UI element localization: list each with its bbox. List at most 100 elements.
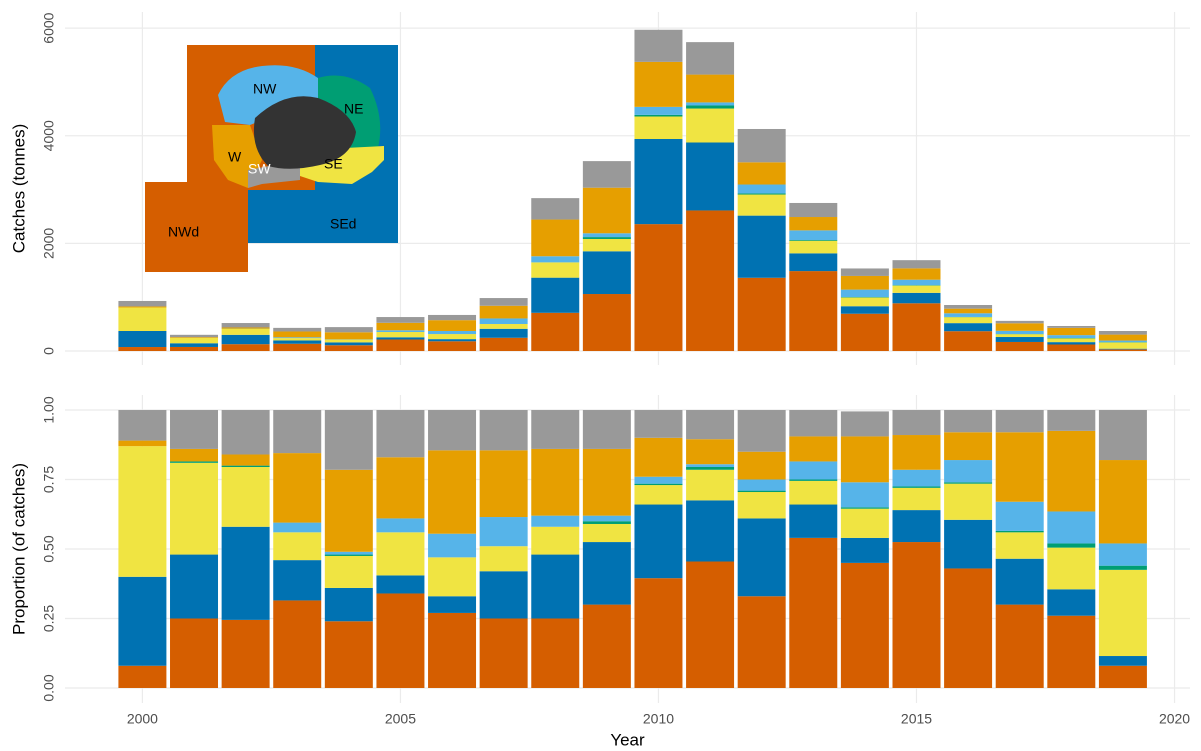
bar-segment: [944, 331, 993, 352]
bar-segment: [737, 479, 786, 491]
region-label: SEd: [330, 216, 356, 232]
bar-segment: [221, 526, 270, 620]
bar-segment: [995, 530, 1044, 533]
bar-segment: [840, 275, 889, 290]
bar-segment: [273, 338, 322, 341]
bar-segment: [428, 339, 477, 342]
bar-segment: [582, 523, 631, 543]
bar-segment: [789, 436, 838, 462]
bar-segment: [892, 410, 941, 436]
bar-segment: [428, 330, 477, 335]
y-tick-label: 4000: [41, 120, 57, 151]
bar-segment: [170, 337, 219, 344]
bar-segment: [789, 217, 838, 231]
bar-segment: [531, 198, 580, 220]
bar-segment: [840, 562, 889, 688]
bar-segment: [170, 337, 219, 338]
region-label: NE: [344, 101, 363, 117]
bar-segment: [324, 621, 373, 688]
bar-segment: [324, 345, 373, 352]
bar-segment: [892, 487, 941, 511]
bar-segment: [686, 469, 735, 501]
bar-segment: [479, 337, 528, 352]
y-tick-label: 0.75: [41, 466, 57, 493]
bar-segment: [118, 307, 167, 331]
bar-segment: [840, 436, 889, 483]
bar-segment: [376, 457, 425, 519]
bar-segment: [995, 330, 1044, 335]
bar-segment: [737, 162, 786, 185]
bar-segment: [221, 454, 270, 466]
bar-segment: [273, 453, 322, 523]
bar-segment: [531, 515, 580, 527]
bar-segment: [531, 526, 580, 555]
bar-segment: [376, 518, 425, 533]
bar-segment: [944, 432, 993, 461]
bar-segment: [170, 410, 219, 449]
bar-segment: [582, 238, 631, 252]
bar-segment: [944, 482, 993, 484]
bar-segment: [737, 277, 786, 352]
bar-segment: [118, 446, 167, 577]
bar-segment: [479, 450, 528, 518]
bar-segment: [221, 619, 270, 688]
bar-segment: [944, 483, 993, 520]
bar-segment: [1098, 342, 1147, 349]
bar-segment: [686, 210, 735, 352]
bar-segment: [789, 504, 838, 538]
bar-segment: [1047, 327, 1096, 336]
bar-segment: [273, 522, 322, 533]
y-tick-label: 0: [41, 347, 57, 355]
bar-segment: [840, 289, 889, 298]
bar-segment: [1047, 589, 1096, 616]
bar-segment: [892, 469, 941, 487]
plots: 0 2000 4000 6000 Catches (tonnes) 0.00 0.25 0.5…: [9, 12, 1190, 749]
bar-segment: [118, 330, 167, 348]
bar-segment: [479, 305, 528, 319]
bar-segment: [737, 490, 786, 493]
y-tick-label: 6000: [41, 12, 57, 43]
bar-segment: [840, 411, 889, 437]
bar-segment: [428, 557, 477, 597]
bar-segment: [324, 554, 373, 556]
region-label: NWd: [168, 224, 199, 240]
bar-segment: [1098, 569, 1147, 657]
bar-segment: [273, 532, 322, 561]
region-label: W: [228, 149, 242, 165]
bar-segment: [634, 138, 683, 225]
bar-segment: [789, 253, 838, 272]
bar-segment: [376, 339, 425, 352]
bar-segment: [789, 479, 838, 481]
bar-segment: [995, 501, 1044, 531]
bar-segment: [686, 74, 735, 103]
bar-segment: [789, 202, 838, 218]
bar-segment: [479, 298, 528, 306]
bar-segment: [324, 555, 373, 588]
bar-segment: [479, 571, 528, 619]
bar-segment: [892, 486, 941, 488]
bar-segment: [531, 312, 580, 352]
bar-segment: [892, 279, 941, 286]
bar-segment: [995, 410, 1044, 433]
bar-segment: [944, 568, 993, 688]
bar-segment: [1098, 543, 1147, 566]
bar-segment: [428, 450, 477, 534]
bar-segment: [737, 410, 786, 452]
bar-segment: [892, 268, 941, 280]
bar-segment: [221, 334, 270, 345]
map-land: [253, 96, 356, 169]
y-axis-title: Proportion (of catches): [9, 463, 28, 635]
bar-segment: [840, 537, 889, 563]
bar-segment: [170, 462, 219, 555]
bar-segment: [221, 327, 270, 329]
bar-segment: [1098, 348, 1147, 350]
region-label: NW: [253, 81, 277, 97]
bar-segment: [376, 332, 425, 338]
bar-segment: [686, 410, 735, 440]
bar-segment: [582, 521, 631, 524]
bar-segment: [221, 344, 270, 352]
bar-segment: [1047, 335, 1096, 338]
bar-segment: [273, 410, 322, 454]
bar-segment: [995, 320, 1044, 324]
bar-segment: [170, 448, 219, 462]
